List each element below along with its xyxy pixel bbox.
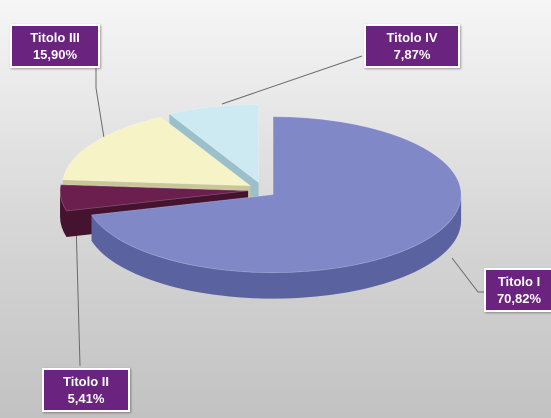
label-titolo-ii-value: 5,41% <box>67 391 105 406</box>
leader-line-titolo-iv <box>221 55 363 105</box>
leader-lines <box>75 55 484 367</box>
leader-line-titolo-i <box>451 257 484 293</box>
label-titolo-ii: Titolo II 5,41% <box>42 368 130 412</box>
label-titolo-i: Titolo I 70,82% <box>484 268 551 312</box>
leader-line-titolo-iii <box>95 60 105 139</box>
label-titolo-iii-value: 15,90% <box>32 47 78 62</box>
pie-slice-titolo-iii <box>62 116 252 187</box>
label-titolo-i-value: 70,82% <box>496 291 542 306</box>
pie-side-titolo-i <box>91 194 462 299</box>
label-titolo-ii-name: Titolo II <box>63 374 109 389</box>
label-titolo-iv-value: 7,87% <box>393 47 431 62</box>
label-titolo-i-name: Titolo I <box>497 274 541 289</box>
label-titolo-iii: Titolo III 15,90% <box>10 24 100 68</box>
pie-tops <box>59 104 462 274</box>
pie-slice-titolo-ii <box>59 184 249 212</box>
label-titolo-iv-name: Titolo IV <box>386 30 438 45</box>
leader-line-titolo-ii <box>75 221 81 367</box>
pie-side-titolo-ii <box>60 190 67 237</box>
label-titolo-iv: Titolo IV 7,87% <box>364 24 460 68</box>
pie-slice-titolo-iv <box>168 104 259 184</box>
label-titolo-iii-name: Titolo III <box>30 30 80 45</box>
pie-slice-titolo-i <box>90 116 462 274</box>
